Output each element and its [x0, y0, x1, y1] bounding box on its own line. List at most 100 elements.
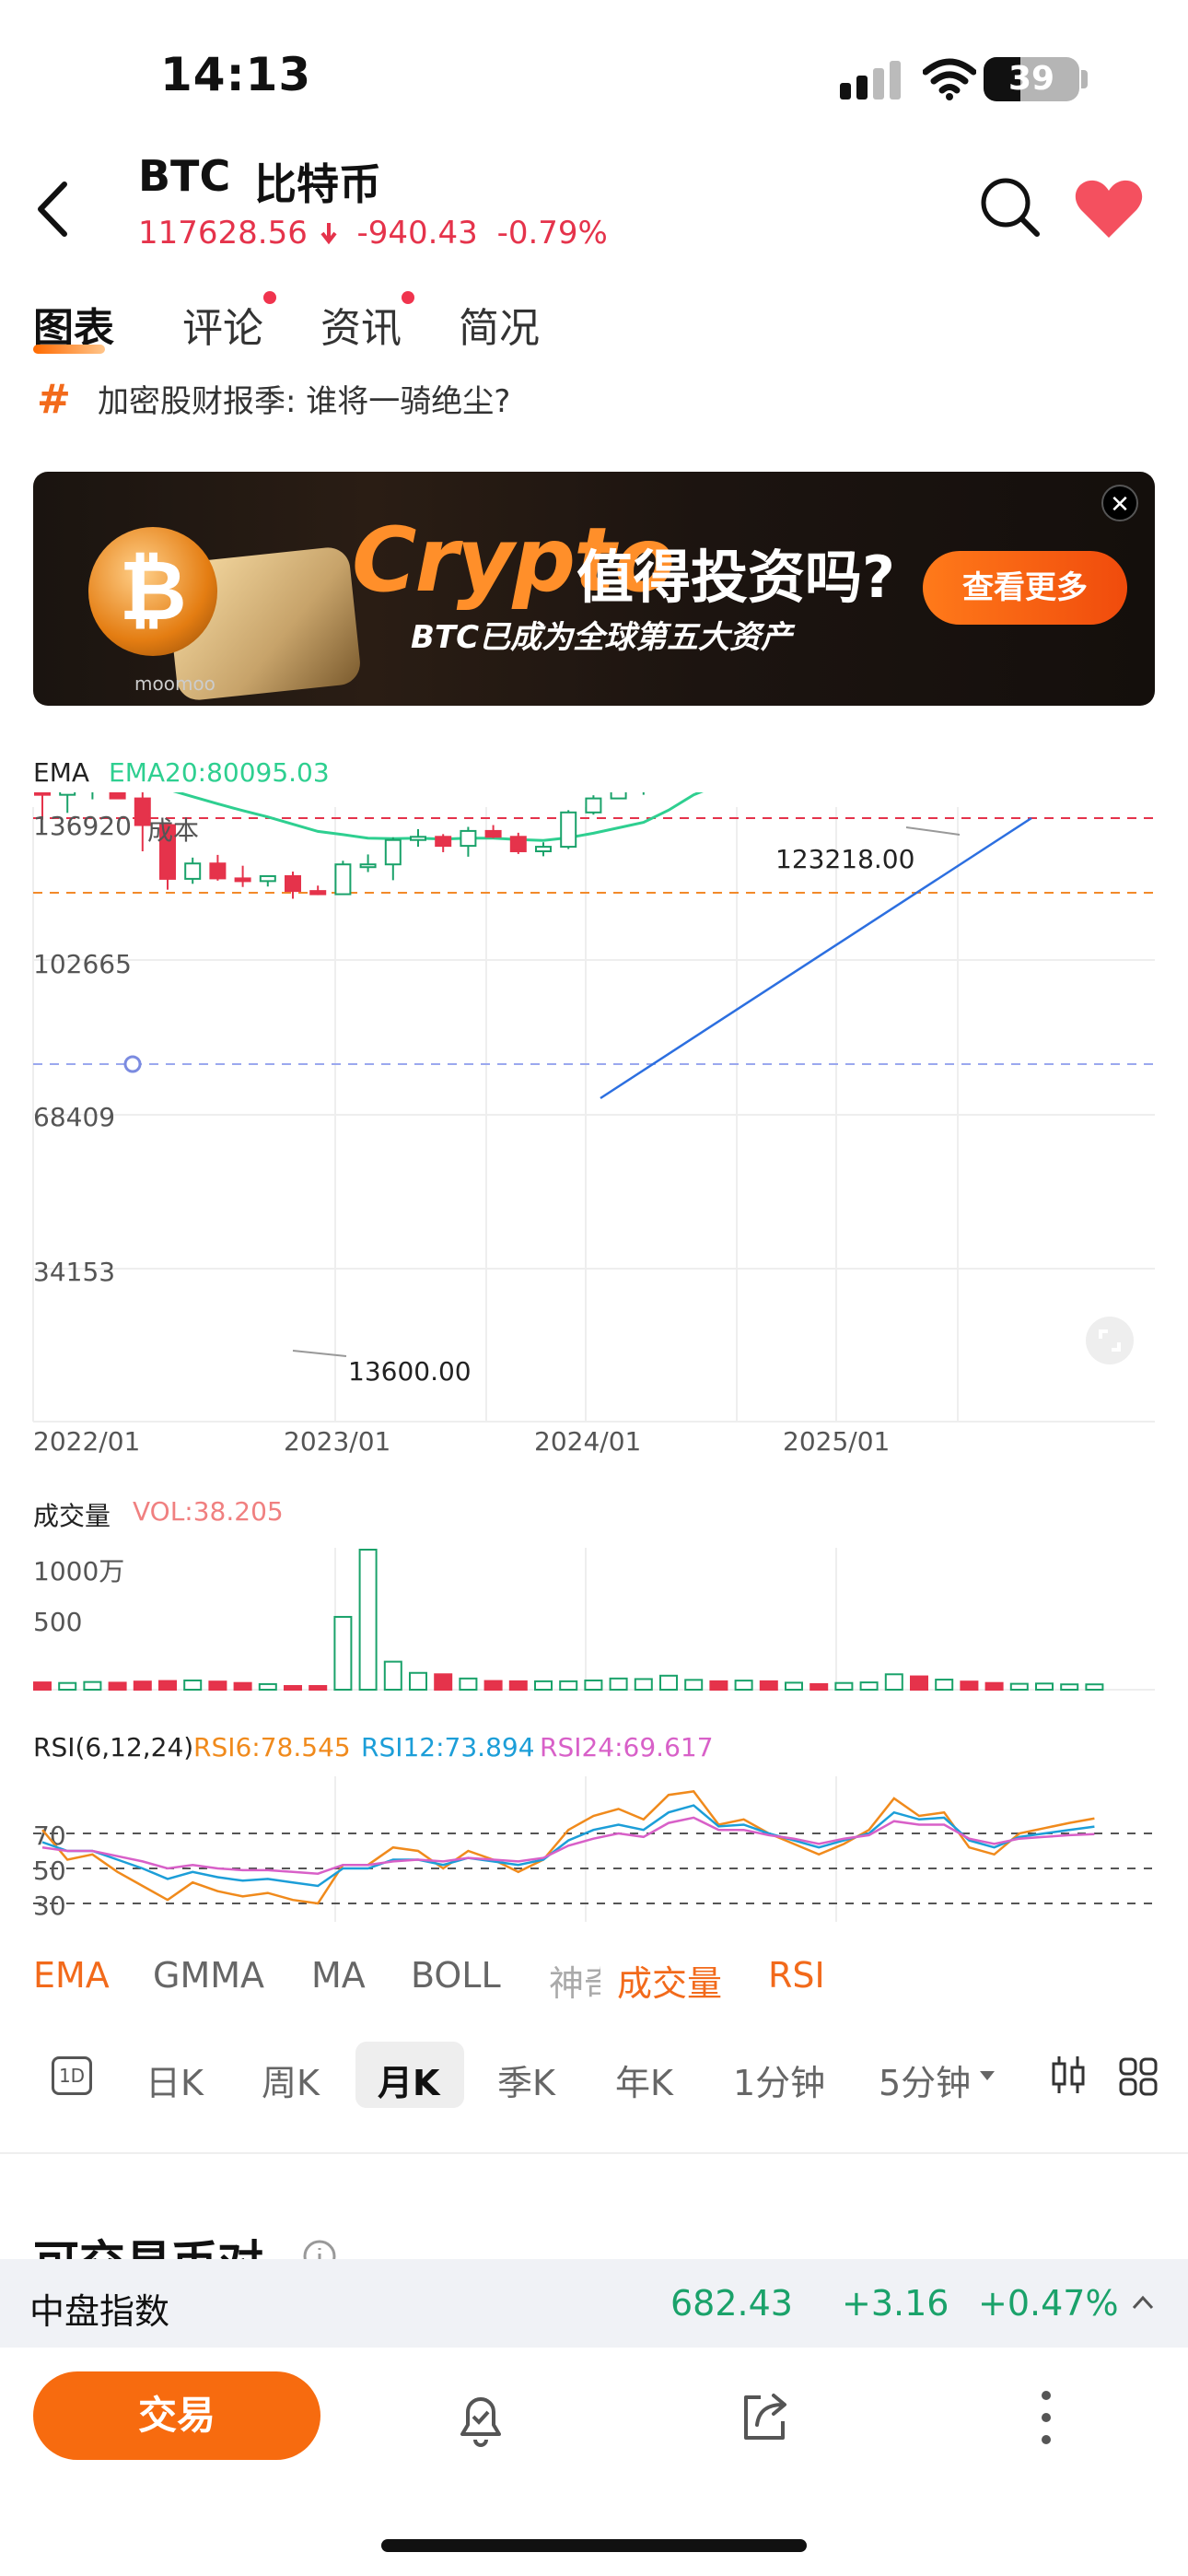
rsi-tick-30: 30 — [33, 1891, 66, 1921]
indicator-volume[interactable]: 成交量 — [617, 1963, 723, 2004]
volume-bar — [183, 1679, 203, 1692]
period-weekly[interactable]: 周K — [262, 2063, 320, 2103]
period-5min[interactable]: 5分钟 — [879, 2063, 972, 2103]
high-price-label: 123218.00 — [775, 844, 915, 874]
volume-bar — [309, 1685, 328, 1691]
topic-link[interactable]: 加密股财报季: 谁将一骑绝尘? — [98, 383, 511, 420]
tab-chart[interactable]: 图表 — [33, 305, 114, 352]
price-alert-bell-icon[interactable] — [449, 2386, 512, 2449]
volume-bar — [1009, 1682, 1029, 1691]
trend-line — [600, 816, 1032, 1100]
candle-body — [334, 863, 352, 896]
volume-chart — [33, 1548, 1155, 1692]
fullscreen-icon[interactable] — [1085, 1316, 1135, 1365]
index-ticker-bar[interactable] — [0, 2259, 1188, 2348]
x-tick-1: 2023/01 — [284, 1426, 391, 1457]
ema-value-label: EMA20:80095.03 — [109, 757, 330, 788]
volume-bar — [208, 1680, 227, 1692]
rsi-label: RSI(6,12,24) — [33, 1732, 194, 1762]
y-tick-1: 102665 — [33, 949, 132, 979]
index-name: 中盘指数 — [29, 2291, 170, 2332]
volume-bar — [584, 1679, 603, 1692]
volume-bar — [483, 1680, 503, 1692]
volume-bar — [409, 1671, 427, 1691]
y-tick-3: 34153 — [33, 1257, 116, 1287]
volume-bar — [333, 1615, 353, 1691]
banner-more-button[interactable]: 查看更多 — [923, 551, 1127, 625]
rsi24-value: RSI24:69.617 — [540, 1732, 714, 1762]
index-change: +3.16 — [842, 2283, 949, 2324]
promo-banner[interactable]: ₿ Crypto 值得投资吗? BTC已成为全球第五大资产 查看更多 ✕ moo… — [33, 472, 1155, 706]
indicator-rsi[interactable]: RSI — [768, 1955, 825, 1996]
indicator-gmma[interactable]: GMMA — [153, 1955, 265, 1996]
volume-bar — [383, 1660, 402, 1692]
brand-logo: moomoo — [134, 673, 215, 695]
period-1min[interactable]: 1分钟 — [733, 2063, 826, 2103]
tab-active-underline — [33, 345, 105, 354]
price-line: 117628.56 -940.43 -0.79% — [138, 215, 617, 252]
indicator-boll[interactable]: BOLL — [411, 1955, 501, 1996]
status-time: 14:13 — [160, 48, 312, 101]
indicator-magic[interactable]: 神奇 — [549, 1963, 600, 2004]
down-arrow-icon — [320, 223, 337, 245]
banner-close-icon[interactable]: ✕ — [1101, 485, 1138, 521]
volume-bar — [684, 1679, 704, 1692]
period-quarterly[interactable]: 季K — [497, 2063, 555, 2103]
share-icon[interactable] — [733, 2386, 796, 2449]
search-icon[interactable] — [978, 175, 1042, 240]
rsi6-value: RSI6:78.545 — [193, 1732, 351, 1762]
volume-tick-mid: 500 — [33, 1607, 83, 1637]
rsi6-line — [41, 1790, 1095, 1905]
volume-bar — [659, 1674, 678, 1692]
more-options-icon[interactable] — [1030, 2386, 1063, 2449]
favorite-heart-icon[interactable] — [1074, 179, 1144, 240]
period-1d-icon[interactable]: 1D — [52, 2056, 92, 2095]
volume-bar — [1035, 1682, 1054, 1691]
tab-comments[interactable]: 评论 — [182, 305, 263, 352]
banner-question: 值得投资吗? — [577, 544, 895, 611]
rsi12-line — [41, 1804, 1095, 1888]
candle-body — [410, 836, 426, 841]
candle-body — [134, 797, 151, 826]
index-value: 682.43 — [670, 2283, 793, 2324]
dropdown-caret-icon[interactable] — [978, 2069, 996, 2082]
candle-body — [460, 829, 477, 848]
y-tick-0: 136920 — [33, 811, 132, 841]
period-yearly[interactable]: 年K — [615, 2063, 673, 2103]
indicator-ma[interactable]: MA — [311, 1955, 366, 1996]
volume-bar — [33, 1681, 52, 1691]
volume-value: VOL:38.205 — [133, 1496, 284, 1527]
volume-bar — [634, 1678, 653, 1691]
volume-bar — [910, 1675, 928, 1691]
volume-bar — [759, 1680, 778, 1692]
volume-bar — [108, 1681, 127, 1691]
candlestick-chart[interactable] — [0, 792, 1188, 1437]
grid-layout-icon[interactable] — [1118, 2056, 1159, 2097]
volume-bar — [158, 1680, 177, 1692]
volume-bar — [133, 1680, 152, 1692]
volume-bar — [434, 1673, 453, 1691]
volume-bar — [358, 1549, 378, 1691]
volume-bar — [709, 1680, 728, 1692]
candle-body — [34, 792, 51, 796]
tab-news[interactable]: 资讯 — [320, 305, 402, 352]
bitcoin-coin-icon — [88, 527, 217, 656]
asset-name: 比特币 — [254, 159, 381, 209]
volume-bar — [809, 1682, 829, 1691]
volume-bar — [859, 1681, 879, 1691]
volume-bar — [834, 1681, 854, 1691]
trade-button[interactable]: 交易 — [33, 2371, 320, 2460]
volume-tick-top: 1000万 — [33, 1556, 125, 1587]
indicator-ema[interactable]: EMA — [33, 1955, 110, 1996]
volume-bar — [984, 1681, 1004, 1691]
candle-body — [209, 862, 227, 880]
period-monthly[interactable]: 月K — [378, 2063, 440, 2103]
chevron-up-icon[interactable] — [1131, 2294, 1155, 2311]
back-arrow-icon[interactable] — [28, 175, 83, 243]
chart-type-icon[interactable] — [1050, 2053, 1087, 2097]
rsi12-value: RSI12:73.894 — [361, 1732, 535, 1762]
tab-overview[interactable]: 简况 — [459, 305, 540, 352]
rsi24-line — [41, 1816, 1095, 1875]
candle-body — [359, 863, 377, 869]
period-daily[interactable]: 日K — [146, 2063, 204, 2103]
